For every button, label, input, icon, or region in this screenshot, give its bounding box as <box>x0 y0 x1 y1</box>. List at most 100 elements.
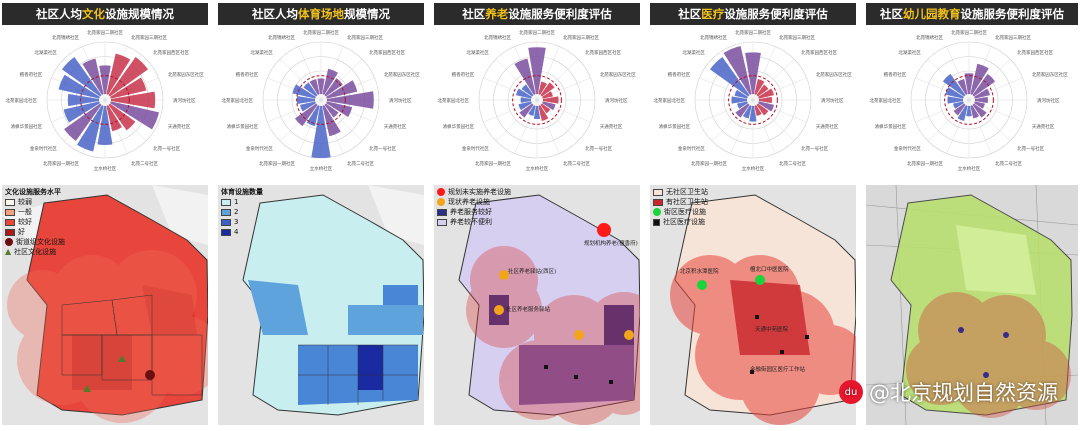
radar-bar <box>519 103 534 118</box>
radar-bar <box>306 105 320 127</box>
radar-label: 北苑家园二期社区 <box>519 29 555 36</box>
radar-label: 北苑二号社区 <box>779 160 806 167</box>
radar-bar <box>542 101 556 111</box>
map-legend: 体育设施数量 1 2 3 4 <box>221 188 263 236</box>
radar-bar <box>110 91 156 109</box>
radar-bar <box>756 103 769 116</box>
panel-culture: 社区人均 文化 设施规模情况 北苑家园二期社区 北苑家园三期社区 北苑家园西区社区 北苑家… <box>0 0 210 431</box>
radar-bar <box>966 105 972 117</box>
radar-bar <box>538 81 548 95</box>
radar-bar <box>749 105 757 122</box>
radar-label: 金泉时代社区 <box>678 145 705 152</box>
radar-bar <box>108 103 136 131</box>
radar-bar <box>324 78 343 97</box>
radar-label: 北苑锦绣社区 <box>484 34 511 41</box>
panel-sports: 社区人均 体育场地 规模情况 北苑家园二期社区 北苑家园三期社区 北苑家园西区社区 北苑家… <box>216 0 426 431</box>
radar-chart: 北苑家园二期社区北苑家园三期社区北苑家园西区社区北苑家园东区社区清河坊社区天通苑… <box>654 29 853 172</box>
radar-bar <box>723 46 752 95</box>
radar-bar <box>542 91 553 99</box>
radar-label: 北苑家园一期社区 <box>43 160 79 167</box>
radar-bar <box>518 101 532 111</box>
radar-label: 北湖渠社区 <box>250 49 273 56</box>
radar-label: 北苑家园北社区 <box>654 97 686 104</box>
radar-label: 天通苑社区 <box>168 123 191 130</box>
radar-bar <box>317 78 325 95</box>
radar-label: 北苑二号社区 <box>563 160 590 167</box>
radar-bar <box>326 80 358 99</box>
radar-bar <box>731 96 748 104</box>
radar-bar <box>970 63 989 95</box>
radar-label: 北苑家园一期社区 <box>475 160 511 167</box>
radar-label: 立水桥社区 <box>526 165 549 172</box>
radar-label: 天通苑社区 <box>384 123 407 130</box>
radar-chart: 北苑家园二期社区北苑家园三期社区北苑家园西区社区北苑家园东区社区清河坊社区天通苑… <box>222 29 421 172</box>
radar-label: 天通苑社区 <box>600 123 623 130</box>
radar-label: 北苑家园东区社区 <box>816 71 852 78</box>
radar-bar <box>709 56 750 97</box>
radar-label: 北湖渠社区 <box>466 49 489 56</box>
radar-label: 檀香府社区 <box>236 71 259 78</box>
radar-label: 北苑一号社区 <box>1017 145 1044 152</box>
radar-bar <box>745 52 761 95</box>
radar-bar <box>322 105 341 137</box>
kindergarten-map <box>866 185 1078 425</box>
radar-label: 北湖渠社区 <box>898 49 921 56</box>
radar-label: 清枫华景园社区 <box>227 123 259 130</box>
radar-label: 北苑家园一期社区 <box>907 160 943 167</box>
radar-bar <box>957 78 968 95</box>
radar-bar <box>964 73 974 95</box>
radar-label: 北苑家园北社区 <box>6 97 38 104</box>
radar-label: 北苑家园二期社区 <box>951 29 987 36</box>
radar-label: 北苑一号社区 <box>585 145 612 152</box>
radar-bar <box>97 105 113 145</box>
radar-label: 北苑家园东区社区 <box>600 71 636 78</box>
radar-label: 清枫华景园社区 <box>443 123 475 130</box>
radar-bar <box>294 103 318 127</box>
map-legend: 无社区卫生站 有社区卫生站 街区医疗设施 社区医疗设施 <box>653 187 708 227</box>
radar-bar <box>110 77 147 99</box>
panel-medical: 社区 医疗 设施服务便利度评估 北苑家园二期社区 北苑家园三期社区 北苑家园西区社区 北苑… <box>648 0 858 431</box>
radar-label: 檀香府社区 <box>452 71 475 78</box>
map-graphic <box>650 185 856 425</box>
radar-bar <box>947 96 964 104</box>
radar-bar <box>303 82 318 97</box>
radar-label: 北苑家园西区社区 <box>369 49 405 56</box>
radar-label: 清河坊社区 <box>389 97 412 104</box>
panel-kindergarten: 社区 幼儿园教育 设施服务便利度评估 北苑家园二期社区 北苑家园三期社区 北苑家园西区社… <box>864 0 1080 431</box>
radar-bar <box>64 103 102 141</box>
medical-map: 北京积水潭医院 檀北口中医医院 天通中苑医院 金融街园区医疗工作站 无社区卫生站… <box>650 185 856 425</box>
radar-label: 北苑家园东区社区 <box>384 71 420 78</box>
radar-label: 北苑锦绣社区 <box>268 34 295 41</box>
radar-label: 北苑家园二期社区 <box>303 29 339 36</box>
radar-bar <box>324 103 339 118</box>
radar-label: 清河坊社区 <box>821 97 844 104</box>
sports-map: 体育设施数量 1 2 3 4 <box>218 185 424 425</box>
radar-bar <box>758 101 775 112</box>
elderly-map: 社区养老驿站(西区) 规划机构养老(檀香府) 社区养老服务驿站 规划未实施养老设… <box>434 185 640 425</box>
map-graphic <box>218 185 424 425</box>
radar-bar <box>974 88 991 99</box>
radar-label: 北苑家园北社区 <box>870 97 902 104</box>
radar-bar <box>309 78 320 95</box>
radar-label: 檀香府社区 <box>20 71 43 78</box>
radar-bar <box>540 82 555 97</box>
radar-label: 清河坊社区 <box>1037 97 1060 104</box>
radar-bar <box>970 105 980 119</box>
radar-bar <box>734 89 748 99</box>
radar-label: 金泉时代社区 <box>246 145 273 152</box>
panel-title: 社区人均 体育场地 规模情况 <box>218 3 424 25</box>
radar-label: 立水桥社区 <box>310 165 333 172</box>
radar-bar <box>542 96 559 104</box>
radar-label: 北苑家园西区社区 <box>585 49 621 56</box>
radar-bar <box>540 103 551 114</box>
radar-bar <box>61 56 102 97</box>
radar-bar <box>322 68 338 95</box>
map-graphic <box>2 185 208 425</box>
radar-bar <box>533 105 541 119</box>
radar-label: 北苑家园东区社区 <box>168 71 204 78</box>
radar-bar <box>521 84 534 97</box>
radar-bar <box>974 101 985 109</box>
radar-label: 北苑家园三期社区 <box>131 34 167 41</box>
radar-label: 清枫华景园社区 <box>659 123 691 130</box>
radar-label: 清河坊社区 <box>605 97 628 104</box>
